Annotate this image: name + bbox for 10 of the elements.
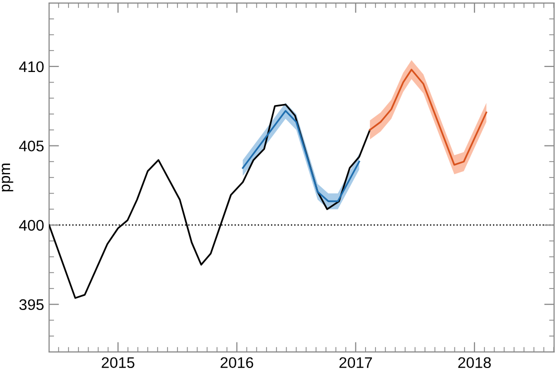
x-tick-label: 2015: [102, 357, 134, 368]
y-axis-title: ppm: [2, 164, 14, 192]
x-tick-label: 2017: [339, 357, 372, 368]
y-tick-label: 400: [19, 220, 44, 231]
x-tick-label: 2016: [220, 357, 254, 368]
y-tick-label: 395: [19, 299, 44, 310]
y-tick-label: 410: [19, 61, 44, 72]
x-tick-label: 2018: [458, 357, 491, 368]
line-series: [369, 68, 488, 166]
y-tick-label: 405: [19, 140, 44, 152]
